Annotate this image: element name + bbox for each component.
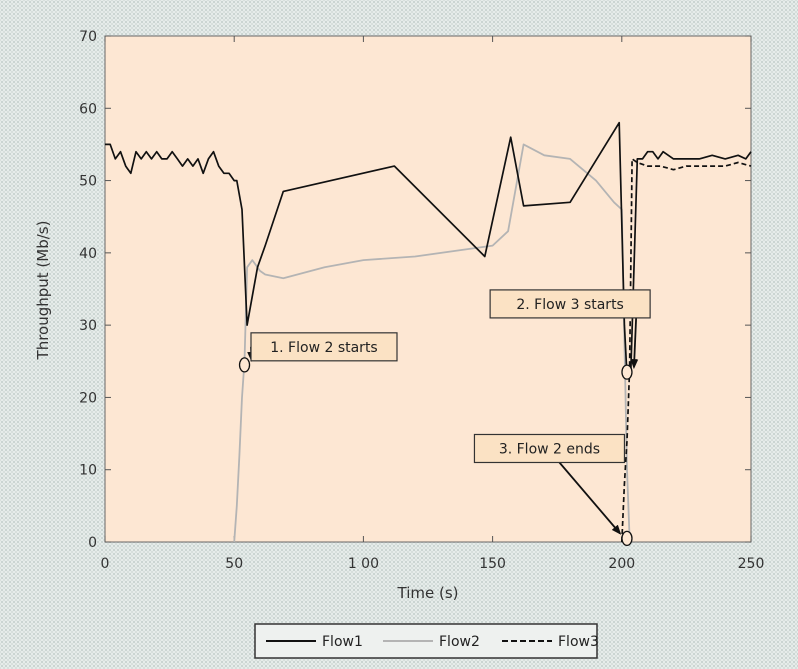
annotation-text: 3. Flow 2 ends bbox=[499, 441, 600, 457]
y-tick-label: 40 bbox=[79, 246, 97, 262]
plot-area bbox=[104, 35, 752, 543]
annotation-marker bbox=[238, 357, 251, 373]
legend-label-flow1: Flow1 bbox=[322, 634, 363, 650]
series-line-flow1 bbox=[105, 121, 752, 377]
y-tick-label: 30 bbox=[79, 318, 97, 334]
y-axis-label: Throughput (Mb/s) bbox=[34, 221, 52, 361]
x-tick-label: 200 bbox=[608, 556, 635, 572]
legend-label-flow3: Flow3 bbox=[558, 634, 599, 650]
series-layer bbox=[105, 121, 752, 543]
annotation-marker bbox=[621, 530, 633, 547]
annotation-box bbox=[489, 289, 651, 319]
x-axis-label: Time (s) bbox=[397, 584, 459, 602]
y-tick-label: 0 bbox=[88, 535, 97, 551]
annotation-text: 2. Flow 3 starts bbox=[516, 297, 623, 313]
legend-label-flow2: Flow2 bbox=[439, 634, 480, 650]
y-tick-label: 60 bbox=[79, 101, 97, 117]
x-tick-label: 0 bbox=[101, 556, 110, 572]
x-tick-label: 1 00 bbox=[348, 556, 379, 572]
x-axis: 0 50 1 00 150 200 250 bbox=[101, 36, 765, 572]
annotation-box bbox=[250, 332, 398, 362]
annotation-text: 1. Flow 2 starts bbox=[270, 340, 377, 356]
annotation-arrow bbox=[558, 461, 622, 535]
legend: Flow1 Flow2 Flow3 bbox=[254, 623, 599, 659]
y-axis: 0 10 20 30 40 50 60 70 bbox=[79, 29, 751, 551]
annotation-box bbox=[473, 433, 626, 464]
series-line-flow3 bbox=[620, 158, 752, 543]
y-tick-label: 10 bbox=[79, 463, 97, 479]
y-tick-label: 50 bbox=[79, 174, 97, 190]
y-tick-label: 20 bbox=[79, 390, 97, 406]
annotation-marker bbox=[621, 364, 633, 380]
x-tick-label: 50 bbox=[225, 556, 243, 572]
x-tick-label: 150 bbox=[479, 556, 506, 572]
y-tick-label: 70 bbox=[79, 29, 97, 45]
annotations: 1. Flow 2 starts 2. Flow 3 starts 3. Flow … bbox=[238, 289, 651, 547]
annotation-arrow bbox=[630, 317, 639, 370]
series-line-flow2 bbox=[233, 143, 631, 543]
x-tick-label: 250 bbox=[738, 556, 765, 572]
